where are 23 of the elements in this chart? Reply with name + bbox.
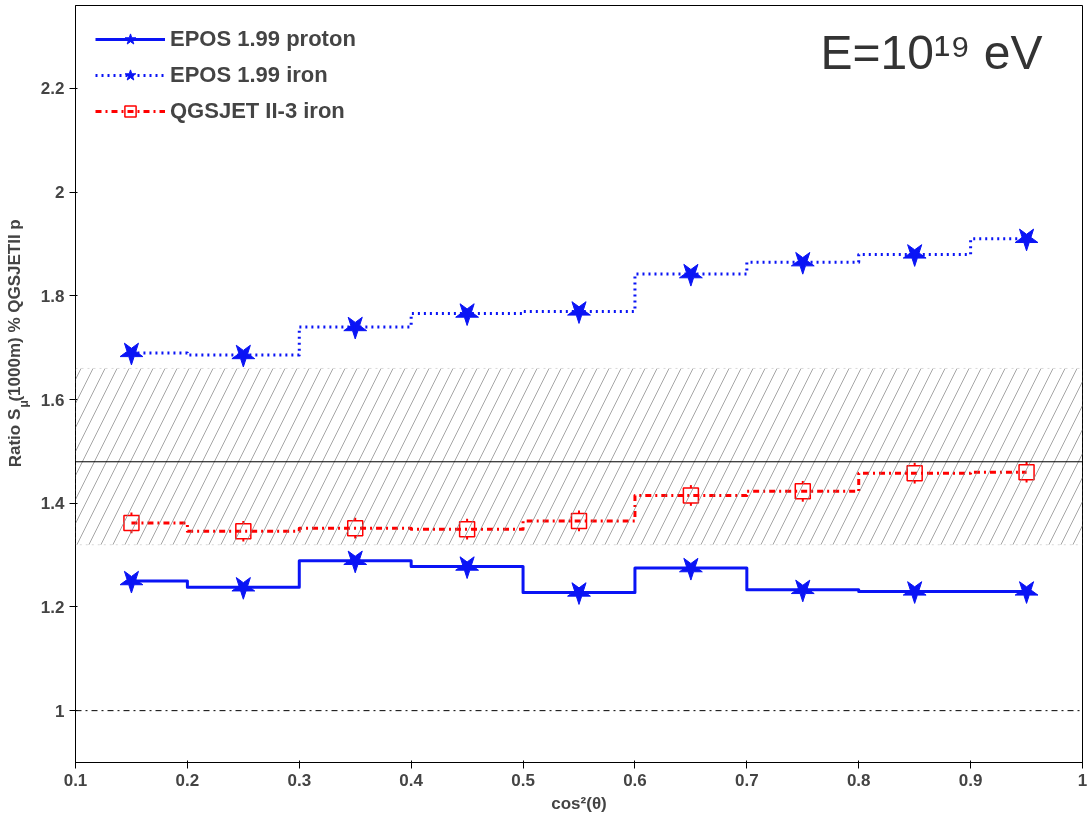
y-tick-label: 1.6 [40,390,65,410]
legend-label: EPOS 1.99 iron [170,62,328,88]
y-tick-label: 1.8 [40,286,65,306]
x-tick-label: 0.6 [623,770,647,790]
legend-label: QGSJET II-3 iron [170,98,345,124]
y-tick-label: 2 [55,183,65,203]
y-tick-label: 2.2 [40,79,65,99]
x-tick-label: 0.9 [958,770,983,790]
legend-label: EPOS 1.99 proton [170,26,356,52]
x-tick-label: 0.2 [175,770,200,790]
y-tick-label: 1 [55,701,65,721]
annotation: E=10¹⁹ eV [820,25,1043,79]
y-tick-label: 1.4 [40,494,66,514]
x-tick-label: 0.5 [511,770,535,790]
x-tick-label: 0.3 [287,770,312,790]
x-tick-label: 0.8 [846,770,871,790]
y-tick-label: 1.2 [40,597,65,617]
x-tick-label: 1 [1077,770,1088,790]
x-tick-label: 0.4 [399,770,424,790]
x-axis-title: cos²(θ) [551,793,607,813]
x-tick-label: 0.7 [735,770,759,790]
x-tick-label: 0.1 [63,770,88,790]
y-axis-title: Ratio Sμ(1000m) % QGSJETII p [5,219,31,468]
